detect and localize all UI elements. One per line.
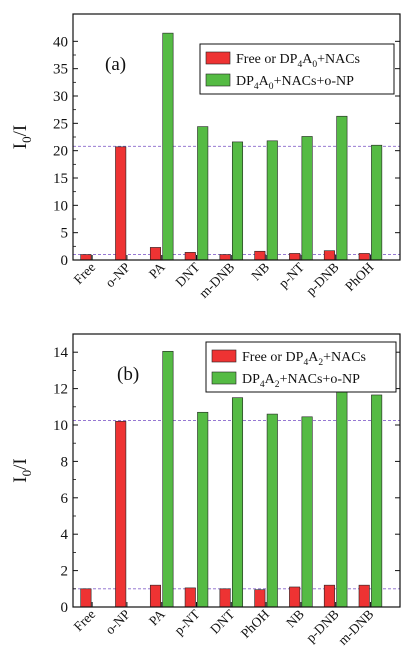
y-tick-label: 14 <box>53 345 69 361</box>
x-tick-label: p-NT <box>171 606 203 638</box>
bar-series2-phoh <box>371 144 383 261</box>
x-tick-label: m-DNB <box>335 607 376 648</box>
y-tick-label: 15 <box>53 171 68 187</box>
bar-series2-p-nt <box>197 411 209 608</box>
bar-series2-phoh <box>266 413 278 608</box>
bar-series1-free <box>80 588 92 608</box>
y-tick-label: 5 <box>61 226 69 242</box>
x-tick-label: PhOH <box>238 606 273 641</box>
x-tick-label: o-NP <box>102 607 133 638</box>
legend-box <box>199 43 395 95</box>
bar-series1-nb <box>289 586 301 608</box>
bar-series1-p-nt <box>184 587 196 608</box>
bar-series1-pa <box>149 584 162 608</box>
x-tick-label: Free <box>71 260 99 288</box>
legend-swatch <box>211 371 237 385</box>
x-tick-label: DNT <box>172 259 203 290</box>
x-tick-label: PA <box>146 259 168 281</box>
bar-series1-pa <box>149 247 162 261</box>
legend: Free or DP4A0+NACs DP4A0+NACs+o-NP <box>199 43 395 95</box>
x-tick-label: m-DNB <box>196 260 237 301</box>
bar-series2-p-dnb <box>336 386 348 608</box>
x-tick-label: PhOH <box>342 259 377 294</box>
bar-series2-p-nt <box>301 136 313 261</box>
bar-series1-o-np <box>115 146 127 261</box>
bar-series1-phoh <box>358 253 370 261</box>
bar-series1-p-nt <box>289 253 301 261</box>
bar-series1-p-dnb <box>323 250 335 261</box>
bar-series1-phoh <box>254 589 266 608</box>
x-tick-label: p-DNB <box>303 260 342 299</box>
panel-label: (b) <box>117 364 139 385</box>
bar-series1-m-dnb <box>219 254 231 261</box>
legend-label: Free or DP4A0+NACs <box>236 52 360 70</box>
bar-series2-m-dnb <box>371 394 383 608</box>
y-tick-label: 25 <box>53 116 68 132</box>
x-tick-label: Free <box>71 607 99 635</box>
bar-series1-nb <box>254 250 266 261</box>
bar-series2-dnt <box>197 126 209 261</box>
bar-series1-dnt <box>184 252 196 261</box>
legend-label: Free or DP4A2+NACs <box>242 350 366 368</box>
y-tick-label: 4 <box>61 527 69 543</box>
y-tick-label: 10 <box>53 418 68 434</box>
panel-label: (a) <box>105 54 126 75</box>
legend-label: DP4A2+NACs+o-NP <box>242 372 360 390</box>
y-tick-label: 12 <box>53 382 68 398</box>
y-tick-label: 40 <box>53 34 68 50</box>
bar-series1-m-dnb <box>358 584 370 608</box>
bar-series2-nb <box>301 416 313 608</box>
y-tick-label: 10 <box>53 198 68 214</box>
legend-swatch <box>211 349 237 363</box>
y-tick-label: 6 <box>61 491 69 507</box>
y-axis-label: I0/I <box>10 125 34 149</box>
bar-series2-pa <box>162 32 174 261</box>
y-tick-label: 2 <box>61 564 69 580</box>
legend-box <box>205 341 397 393</box>
y-tick-label: 20 <box>53 144 68 160</box>
bar-series2-nb <box>266 140 278 261</box>
bar-series2-pa <box>162 350 174 608</box>
x-tick-label: DNT <box>207 606 238 637</box>
x-tick-label: NB <box>248 260 272 284</box>
x-tick-label: o-NP <box>102 260 133 291</box>
x-tick-label: PA <box>146 606 168 628</box>
legend: Free or DP4A2+NACs DP4A2+NACs+o-NP <box>205 341 397 393</box>
legend-swatch <box>205 51 231 65</box>
x-tick-label: NB <box>283 607 307 631</box>
y-axis-label: I0/I <box>10 458 34 482</box>
y-tick-label: 35 <box>53 62 68 78</box>
bar-series1-free <box>80 254 92 261</box>
y-tick-label: 0 <box>61 253 69 269</box>
legend-label: DP4A0+NACs+o-NP <box>236 74 354 92</box>
y-tick-label: 8 <box>61 454 69 470</box>
bar-series2-dnt <box>231 397 244 608</box>
legend-swatch <box>205 73 231 87</box>
x-tick-label: p-NT <box>276 259 308 291</box>
y-tick-label: 0 <box>61 600 69 616</box>
bar-series2-p-dnb <box>336 115 348 261</box>
plot-frame <box>72 333 401 608</box>
bar-series1-dnt <box>219 588 231 608</box>
y-tick-label: 30 <box>53 89 68 105</box>
bar-series2-m-dnb <box>231 141 244 261</box>
bar-series1-p-dnb <box>323 584 335 608</box>
bar-series1-o-np <box>115 421 127 608</box>
